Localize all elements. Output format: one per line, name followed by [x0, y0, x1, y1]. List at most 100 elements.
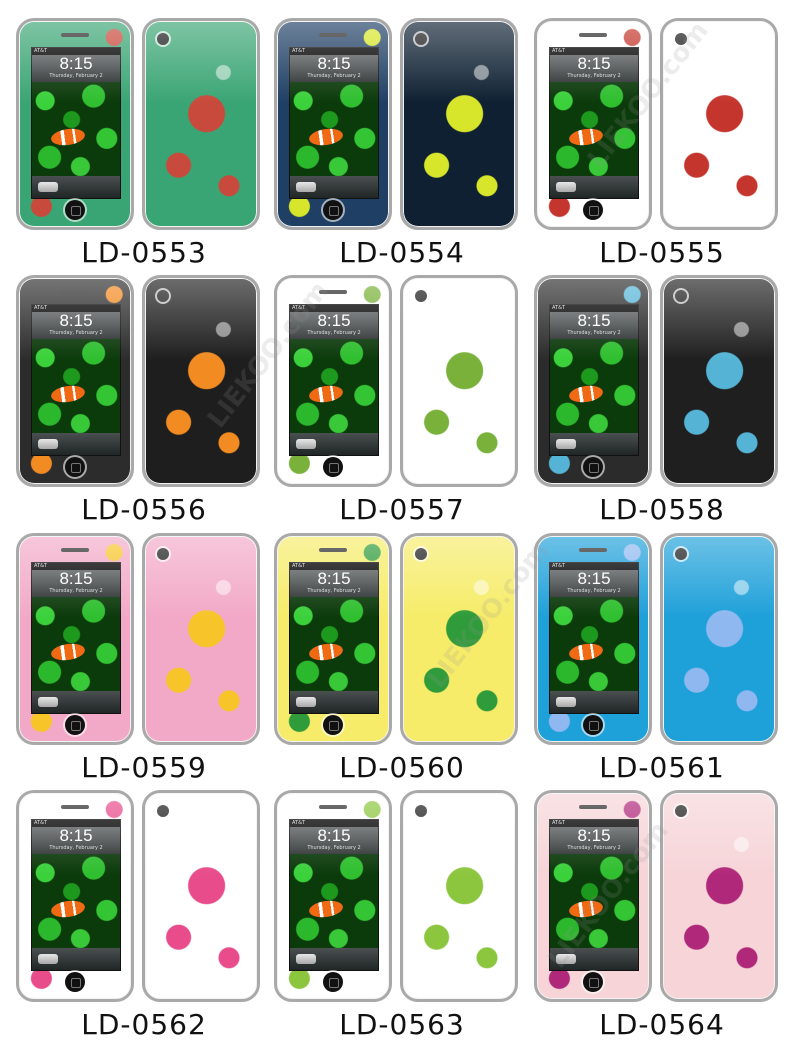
clownfish-icon [308, 641, 345, 663]
clock-time: 8:15 [59, 54, 93, 73]
slider-knob[interactable] [296, 439, 316, 449]
home-button [65, 457, 85, 477]
carrier-label: AT&T [34, 48, 48, 54]
status-bar: AT&T [550, 820, 638, 827]
status-bar: AT&T [550, 305, 638, 312]
earpiece [579, 805, 607, 809]
clock-bar: 8:15 Thursday, February 2 [290, 827, 378, 854]
product-card[interactable]: AT&T 8:15 Thursday, February 2 LD-0558 [532, 275, 792, 535]
clock-time: 8:15 [577, 569, 611, 588]
clock-bar: 8:15 Thursday, February 2 [290, 570, 378, 597]
carrier-label: AT&T [34, 305, 48, 311]
slide-to-unlock[interactable] [550, 948, 638, 970]
earpiece [61, 290, 89, 294]
slide-to-unlock[interactable] [550, 176, 638, 198]
product-card[interactable]: AT&T 8:15 Thursday, February 2 LD-0560 [272, 533, 532, 793]
status-bar: AT&T [290, 563, 378, 570]
product-card[interactable]: AT&T 8:15 Thursday, February 2 LD-0561 [532, 533, 792, 793]
clock-time: 8:15 [577, 311, 611, 330]
phone-skin-back [660, 790, 778, 1002]
clownfish-icon [568, 898, 605, 920]
slide-to-unlock[interactable] [290, 433, 378, 455]
product-card[interactable]: AT&T 8:15 Thursday, February 2 LD-0557 [272, 275, 532, 535]
slider-knob[interactable] [556, 182, 576, 192]
clock-time: 8:15 [59, 826, 93, 845]
phone-skin-back [400, 790, 518, 1002]
phone-skin-back [400, 18, 518, 230]
status-bar: AT&T [32, 48, 120, 55]
slider-knob[interactable] [556, 954, 576, 964]
phone-skin-back [142, 275, 260, 487]
product-card[interactable]: AT&T 8:15 Thursday, February 2 LD-0556 [14, 275, 274, 535]
clock-time: 8:15 [59, 311, 93, 330]
phone-skin-front: AT&T 8:15 Thursday, February 2 [274, 533, 392, 745]
clock-bar: 8:15 Thursday, February 2 [550, 312, 638, 339]
slider-knob[interactable] [296, 954, 316, 964]
lock-screen: AT&T 8:15 Thursday, February 2 [289, 47, 379, 199]
camera-icon [675, 805, 687, 817]
wallpaper [290, 339, 378, 433]
carrier-label: AT&T [292, 820, 306, 826]
product-card[interactable]: AT&T 8:15 Thursday, February 2 LD-0562 [14, 790, 274, 1050]
product-code: LD-0557 [339, 493, 465, 526]
clock-date: Thursday, February 2 [307, 845, 361, 851]
camera-icon [157, 548, 169, 560]
wallpaper [550, 854, 638, 948]
phone-skin-front: AT&T 8:15 Thursday, February 2 [16, 275, 134, 487]
lock-screen: AT&T 8:15 Thursday, February 2 [31, 562, 121, 714]
camera-icon [675, 290, 687, 302]
slide-to-unlock[interactable] [32, 433, 120, 455]
clownfish-icon [308, 898, 345, 920]
camera-icon [415, 548, 427, 560]
product-card[interactable]: AT&T 8:15 Thursday, February 2 LD-0554 [272, 18, 532, 278]
slider-knob[interactable] [296, 182, 316, 192]
product-card[interactable]: AT&T 8:15 Thursday, February 2 LD-0553 [14, 18, 274, 278]
product-card[interactable]: AT&T 8:15 Thursday, February 2 LD-0564 [532, 790, 792, 1050]
wallpaper [32, 82, 120, 176]
earpiece [579, 33, 607, 37]
product-card[interactable]: AT&T 8:15 Thursday, February 2 LD-0555 [532, 18, 792, 278]
slider-knob[interactable] [556, 697, 576, 707]
phone-skin-back [142, 533, 260, 745]
clownfish-icon [308, 126, 345, 148]
product-card[interactable]: AT&T 8:15 Thursday, February 2 LD-0559 [14, 533, 274, 793]
earpiece [61, 33, 89, 37]
wallpaper [32, 854, 120, 948]
slider-knob[interactable] [556, 439, 576, 449]
phone-skin-back [142, 18, 260, 230]
slider-knob[interactable] [38, 697, 58, 707]
slide-to-unlock[interactable] [290, 948, 378, 970]
camera-icon [157, 290, 169, 302]
slide-to-unlock[interactable] [290, 691, 378, 713]
phone-skin-back [400, 533, 518, 745]
slide-to-unlock[interactable] [550, 691, 638, 713]
slider-knob[interactable] [296, 697, 316, 707]
slide-to-unlock[interactable] [32, 691, 120, 713]
slide-to-unlock[interactable] [290, 176, 378, 198]
camera-icon [415, 805, 427, 817]
camera-icon [675, 33, 687, 45]
status-bar: AT&T [290, 48, 378, 55]
slider-knob[interactable] [38, 954, 58, 964]
slider-knob[interactable] [38, 182, 58, 192]
clock-bar: 8:15 Thursday, February 2 [32, 55, 120, 82]
slide-to-unlock[interactable] [550, 433, 638, 455]
slide-to-unlock[interactable] [32, 176, 120, 198]
product-code: LD-0555 [599, 236, 725, 269]
product-code: LD-0564 [599, 1008, 725, 1041]
slider-knob[interactable] [38, 439, 58, 449]
clownfish-icon [50, 383, 87, 405]
clock-time: 8:15 [317, 54, 351, 73]
status-bar: AT&T [290, 820, 378, 827]
slide-to-unlock[interactable] [32, 948, 120, 970]
wallpaper [550, 339, 638, 433]
phone-skin-front: AT&T 8:15 Thursday, February 2 [274, 275, 392, 487]
camera-icon [157, 805, 169, 817]
clock-time: 8:15 [317, 826, 351, 845]
clock-date: Thursday, February 2 [49, 588, 103, 594]
phone-skin-front: AT&T 8:15 Thursday, February 2 [534, 533, 652, 745]
product-code: LD-0554 [339, 236, 465, 269]
product-card[interactable]: AT&T 8:15 Thursday, February 2 LD-0563 [272, 790, 532, 1050]
phone-skin-back [400, 275, 518, 487]
phone-skin-front: AT&T 8:15 Thursday, February 2 [534, 790, 652, 1002]
